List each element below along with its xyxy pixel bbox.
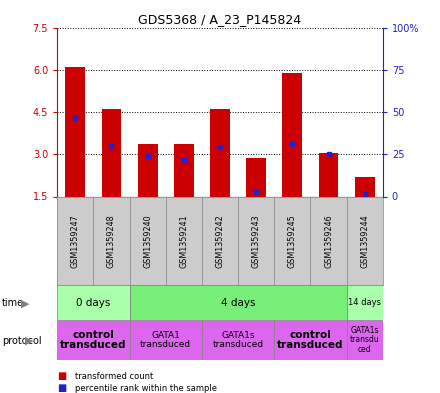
Bar bbox=[355, 177, 375, 196]
Text: GATA1s
transdu
ced: GATA1s transdu ced bbox=[350, 326, 380, 354]
Bar bbox=[129, 285, 347, 320]
Text: 0 days: 0 days bbox=[76, 298, 110, 308]
Text: control
transduced: control transduced bbox=[277, 330, 344, 350]
Text: GSM1359240: GSM1359240 bbox=[143, 214, 152, 268]
Text: GSM1359241: GSM1359241 bbox=[180, 214, 188, 268]
Text: time: time bbox=[2, 298, 24, 309]
Text: ■: ■ bbox=[57, 371, 66, 382]
Text: ■: ■ bbox=[57, 383, 66, 393]
Bar bbox=[138, 144, 158, 196]
Bar bbox=[57, 285, 129, 320]
Bar bbox=[66, 67, 85, 196]
Text: protocol: protocol bbox=[2, 336, 42, 346]
Bar bbox=[202, 320, 274, 360]
Text: GSM1359247: GSM1359247 bbox=[71, 214, 80, 268]
Text: control
transduced: control transduced bbox=[60, 330, 127, 350]
Text: GSM1359244: GSM1359244 bbox=[360, 214, 369, 268]
Bar bbox=[129, 320, 202, 360]
Text: ▶: ▶ bbox=[25, 336, 33, 346]
Text: GSM1359248: GSM1359248 bbox=[107, 214, 116, 268]
Text: GSM1359243: GSM1359243 bbox=[252, 214, 260, 268]
Bar bbox=[174, 144, 194, 196]
Bar bbox=[246, 158, 266, 196]
Text: 14 days: 14 days bbox=[348, 298, 381, 307]
Bar bbox=[282, 73, 302, 196]
Text: transformed count: transformed count bbox=[75, 372, 153, 381]
Text: GSM1359242: GSM1359242 bbox=[216, 214, 224, 268]
Bar bbox=[347, 285, 383, 320]
Bar bbox=[347, 320, 383, 360]
Text: GATA1
transduced: GATA1 transduced bbox=[140, 331, 191, 349]
Bar bbox=[319, 153, 338, 196]
Text: GATA1s
transduced: GATA1s transduced bbox=[213, 331, 264, 349]
Text: 4 days: 4 days bbox=[221, 298, 255, 308]
Bar bbox=[210, 109, 230, 196]
Text: GSM1359245: GSM1359245 bbox=[288, 214, 297, 268]
Bar bbox=[57, 320, 129, 360]
Text: GSM1359246: GSM1359246 bbox=[324, 214, 333, 268]
Title: GDS5368 / A_23_P145824: GDS5368 / A_23_P145824 bbox=[139, 13, 301, 26]
Bar bbox=[102, 109, 121, 196]
Text: percentile rank within the sample: percentile rank within the sample bbox=[75, 384, 217, 393]
Bar bbox=[274, 320, 347, 360]
Text: ▶: ▶ bbox=[21, 298, 29, 309]
